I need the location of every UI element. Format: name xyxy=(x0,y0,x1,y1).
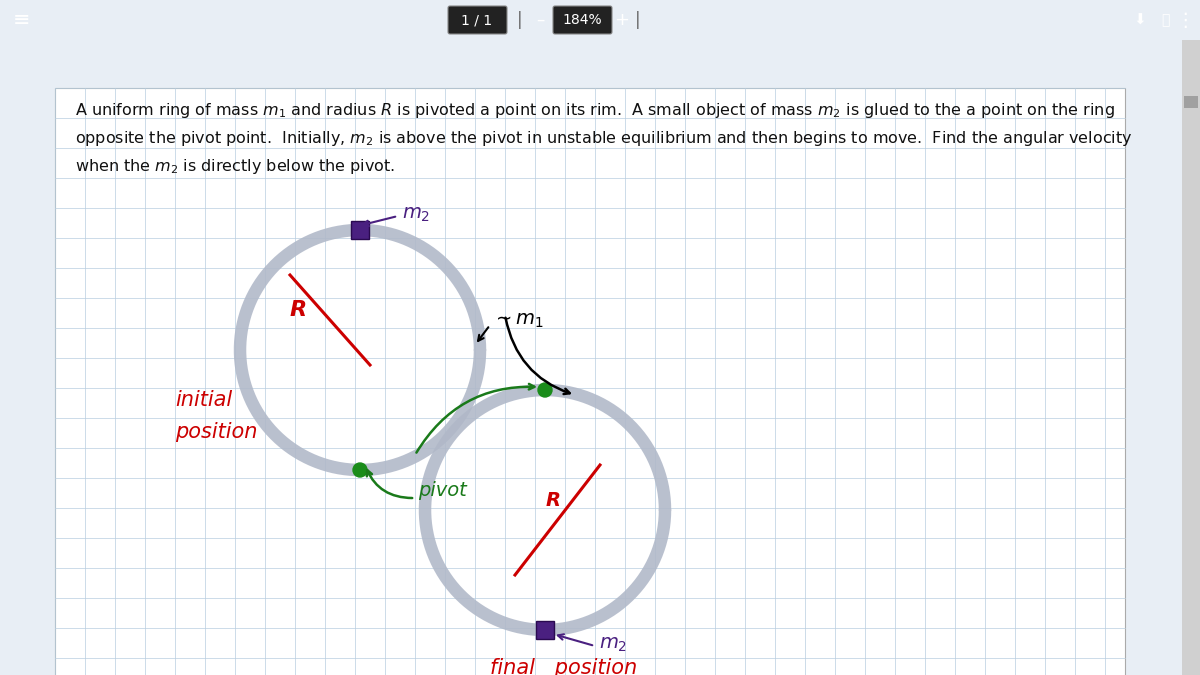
Text: R: R xyxy=(546,491,560,510)
Text: 1 / 1: 1 / 1 xyxy=(462,13,492,27)
Text: 184%: 184% xyxy=(562,13,602,27)
FancyBboxPatch shape xyxy=(448,6,508,34)
Bar xyxy=(1182,40,1200,675)
Text: pivot: pivot xyxy=(418,481,467,500)
Text: |: | xyxy=(635,11,641,29)
Bar xyxy=(55,88,1126,675)
Text: ≡: ≡ xyxy=(13,10,31,30)
Text: $\sim m_1$: $\sim m_1$ xyxy=(492,310,545,329)
Text: |: | xyxy=(517,11,523,29)
Circle shape xyxy=(538,383,552,397)
Text: $m_2$: $m_2$ xyxy=(402,205,431,223)
Text: 🖨: 🖨 xyxy=(1160,13,1169,27)
Bar xyxy=(536,621,554,639)
Bar xyxy=(352,221,370,239)
Circle shape xyxy=(353,463,367,477)
Text: –: – xyxy=(536,11,544,29)
FancyBboxPatch shape xyxy=(553,6,612,34)
Text: when the $m_2$ is directly below the pivot.: when the $m_2$ is directly below the piv… xyxy=(74,157,395,176)
Text: $m_2$: $m_2$ xyxy=(599,634,628,653)
Text: R: R xyxy=(289,300,306,320)
Text: +: + xyxy=(614,11,630,29)
Bar xyxy=(1184,96,1198,108)
Text: opposite the pivot point.  Initially, $m_2$ is above the pivot in unstable equil: opposite the pivot point. Initially, $m_… xyxy=(74,128,1133,148)
Text: ⬇: ⬇ xyxy=(1134,13,1146,28)
Text: A uniform ring of mass $m_1$ and radius $R$ is pivoted a point on its rim.  A sm: A uniform ring of mass $m_1$ and radius … xyxy=(74,101,1115,119)
Text: position: position xyxy=(175,422,258,442)
Text: final   position: final position xyxy=(490,658,637,675)
Text: initial: initial xyxy=(175,390,232,410)
Text: ⋮: ⋮ xyxy=(1175,11,1195,30)
